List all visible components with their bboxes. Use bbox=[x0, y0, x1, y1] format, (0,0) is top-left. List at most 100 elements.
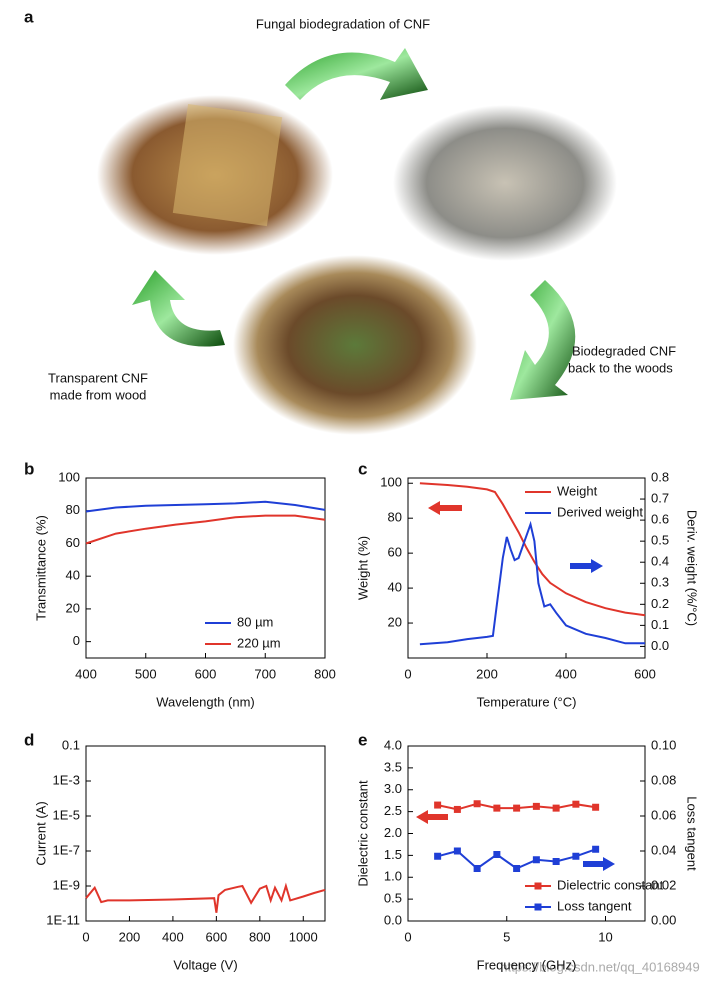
chart: d 0 200 400 600 800 1000 0.1 1E-3 1E-5 1E-7 1E-9 1E-… bbox=[24, 730, 326, 972]
caption: made from wood bbox=[50, 387, 147, 402]
legend-marker bbox=[534, 882, 542, 890]
y-tick-label: 1E-11 bbox=[46, 912, 80, 927]
y-tick-label: 3.5 bbox=[384, 759, 402, 774]
x-tick-label: 600 bbox=[195, 666, 217, 681]
panel-label: b bbox=[24, 459, 34, 478]
y-tick-label: 1E-5 bbox=[53, 807, 80, 822]
marker bbox=[453, 805, 461, 813]
plot-frame bbox=[407, 477, 646, 659]
series-line bbox=[419, 520, 645, 646]
marker bbox=[552, 804, 560, 812]
series-line bbox=[85, 882, 326, 913]
y-tick-label: 20 bbox=[388, 614, 402, 629]
x-tick-label: 400 bbox=[555, 666, 577, 681]
x-tick-label: 500 bbox=[135, 666, 157, 681]
legend-marker bbox=[534, 903, 542, 911]
x-axis-label: Frequency (GHz) bbox=[477, 957, 577, 972]
chart: e 0 5 10 0.0 0.5 1.0 1.5 2.0 2.5 3.0 3.5 4.0 0.00 0.02… bbox=[355, 730, 699, 972]
x-tick-label: 200 bbox=[119, 929, 141, 944]
panel-label: e bbox=[358, 730, 367, 749]
marker bbox=[513, 865, 521, 872]
chart: b 400 500 600 700 800 0 20 40 60 80 100 Wavelength (… bbox=[24, 459, 336, 709]
x-tick-label: 800 bbox=[314, 666, 336, 681]
x-tick-label: 600 bbox=[206, 929, 228, 944]
y-tick-label: 80 bbox=[388, 510, 402, 525]
x-tick-label: 600 bbox=[634, 666, 656, 681]
y2-tick-label: 0.02 bbox=[651, 877, 676, 892]
y2-tick-label: 0.6 bbox=[651, 512, 669, 527]
y-tick-label: 1E-9 bbox=[53, 877, 80, 892]
watermark: https://blog.csdn.net/qq_40168949 bbox=[500, 959, 700, 974]
x-axis-label: Temperature (°C) bbox=[477, 694, 577, 709]
x-tick-label: 400 bbox=[75, 666, 97, 681]
y2-tick-label: 0.00 bbox=[651, 912, 676, 927]
marker bbox=[572, 852, 580, 860]
y2-tick-label: 0.0 bbox=[651, 638, 669, 653]
legend-label: Dielectric constant bbox=[557, 877, 664, 892]
caption: back to the woods bbox=[568, 360, 673, 375]
axis-arrow bbox=[583, 857, 615, 871]
y2-axis-label: Deriv. weight (%/°C) bbox=[685, 510, 700, 626]
caption: Biodegraded CNF bbox=[572, 343, 676, 358]
y-tick-label: 20 bbox=[66, 600, 80, 615]
y-tick-label: 0.5 bbox=[384, 891, 402, 906]
caption: Transparent CNF bbox=[48, 370, 148, 385]
series-line bbox=[85, 500, 326, 513]
plot-frame bbox=[85, 745, 326, 922]
y-axis-label: Current (A) bbox=[33, 801, 48, 865]
marker bbox=[473, 800, 481, 808]
panel-label: d bbox=[24, 730, 34, 749]
x-axis-label: Wavelength (nm) bbox=[156, 694, 255, 709]
axis-arrows bbox=[416, 501, 615, 871]
series-line bbox=[85, 514, 326, 545]
x-tick-label: 400 bbox=[162, 929, 184, 944]
legend-label: Loss tangent bbox=[557, 898, 632, 913]
y2-tick-label: 0.10 bbox=[651, 737, 676, 752]
marker bbox=[532, 856, 540, 864]
photo-woods bbox=[233, 255, 477, 435]
axis-arrow bbox=[428, 501, 462, 515]
arrow bbox=[132, 270, 225, 347]
y2-tick-label: 0.08 bbox=[651, 772, 676, 787]
x-tick-label: 0 bbox=[404, 666, 411, 681]
y-tick-label: 60 bbox=[388, 545, 402, 560]
x-tick-label: 0 bbox=[404, 929, 411, 944]
x-tick-label: 800 bbox=[249, 929, 271, 944]
y2-tick-label: 0.3 bbox=[651, 575, 669, 590]
marker bbox=[453, 847, 461, 855]
y-tick-label: 1E-7 bbox=[53, 842, 80, 857]
y2-axis-label: Loss tangent bbox=[685, 796, 700, 871]
y2-tick-label: 0.06 bbox=[651, 807, 676, 822]
legend-label: 80 µm bbox=[237, 614, 273, 629]
y-axis-label: Weight (%) bbox=[355, 536, 370, 600]
marker bbox=[592, 845, 600, 853]
y-tick-label: 0.0 bbox=[384, 912, 402, 927]
y2-tick-label: 0.5 bbox=[651, 533, 669, 548]
y2-tick-label: 0.1 bbox=[651, 617, 669, 632]
panel-a: a Fungal biodegradation of CNF Biodegrad… bbox=[24, 7, 676, 435]
y-tick-label: 40 bbox=[388, 580, 402, 595]
x-tick-label: 1000 bbox=[289, 929, 318, 944]
y2-tick-label: 0.8 bbox=[651, 469, 669, 484]
y-tick-label: 40 bbox=[66, 568, 80, 583]
marker bbox=[434, 852, 442, 860]
y-tick-label: 2.0 bbox=[384, 825, 402, 840]
x-tick-label: 0 bbox=[82, 929, 89, 944]
marker bbox=[493, 851, 501, 858]
x-tick-label: 5 bbox=[503, 929, 510, 944]
plot-frame bbox=[407, 745, 646, 922]
arrow bbox=[285, 48, 428, 100]
y-tick-label: 2.5 bbox=[384, 803, 402, 818]
marker bbox=[493, 804, 501, 812]
marker bbox=[592, 803, 600, 811]
y-tick-label: 80 bbox=[66, 502, 80, 517]
y2-tick-label: 0.4 bbox=[651, 554, 669, 569]
x-tick-label: 10 bbox=[598, 929, 612, 944]
marker bbox=[552, 858, 560, 865]
arrow bbox=[510, 280, 576, 400]
y-tick-label: 4.0 bbox=[384, 737, 402, 752]
x-tick-label: 200 bbox=[476, 666, 498, 681]
y-axis-label: Transmittance (%) bbox=[33, 515, 48, 621]
x-axis-label: Voltage (V) bbox=[173, 957, 237, 972]
